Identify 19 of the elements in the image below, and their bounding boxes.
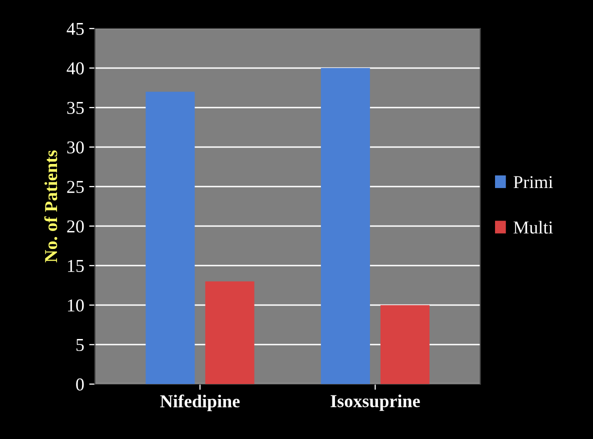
y-tick-label: 15 [68,260,84,272]
y-tick-label: 10 [68,299,84,312]
y-tick-label: 40 [66,62,84,74]
y-tick-label: 35 [67,102,84,114]
legend-label: Multi [514,220,553,234]
x-tick-label: Nifedipine [160,394,240,412]
y-tick-label: 20 [67,220,84,233]
y-axis-title: No. of Patients [44,150,58,262]
y-tick-label: 25 [67,180,84,194]
bar [205,281,254,384]
y-tick-label: 30 [67,141,84,154]
bar [320,68,370,384]
y-tick-label: 45 [66,22,84,35]
bar [146,92,195,384]
x-tick-label: Isoxsuprine [330,394,420,411]
y-tick-label: 5 [76,339,84,352]
bar [380,305,430,384]
legend-label: Primi [514,176,553,188]
y-tick-label: 0 [76,378,84,391]
